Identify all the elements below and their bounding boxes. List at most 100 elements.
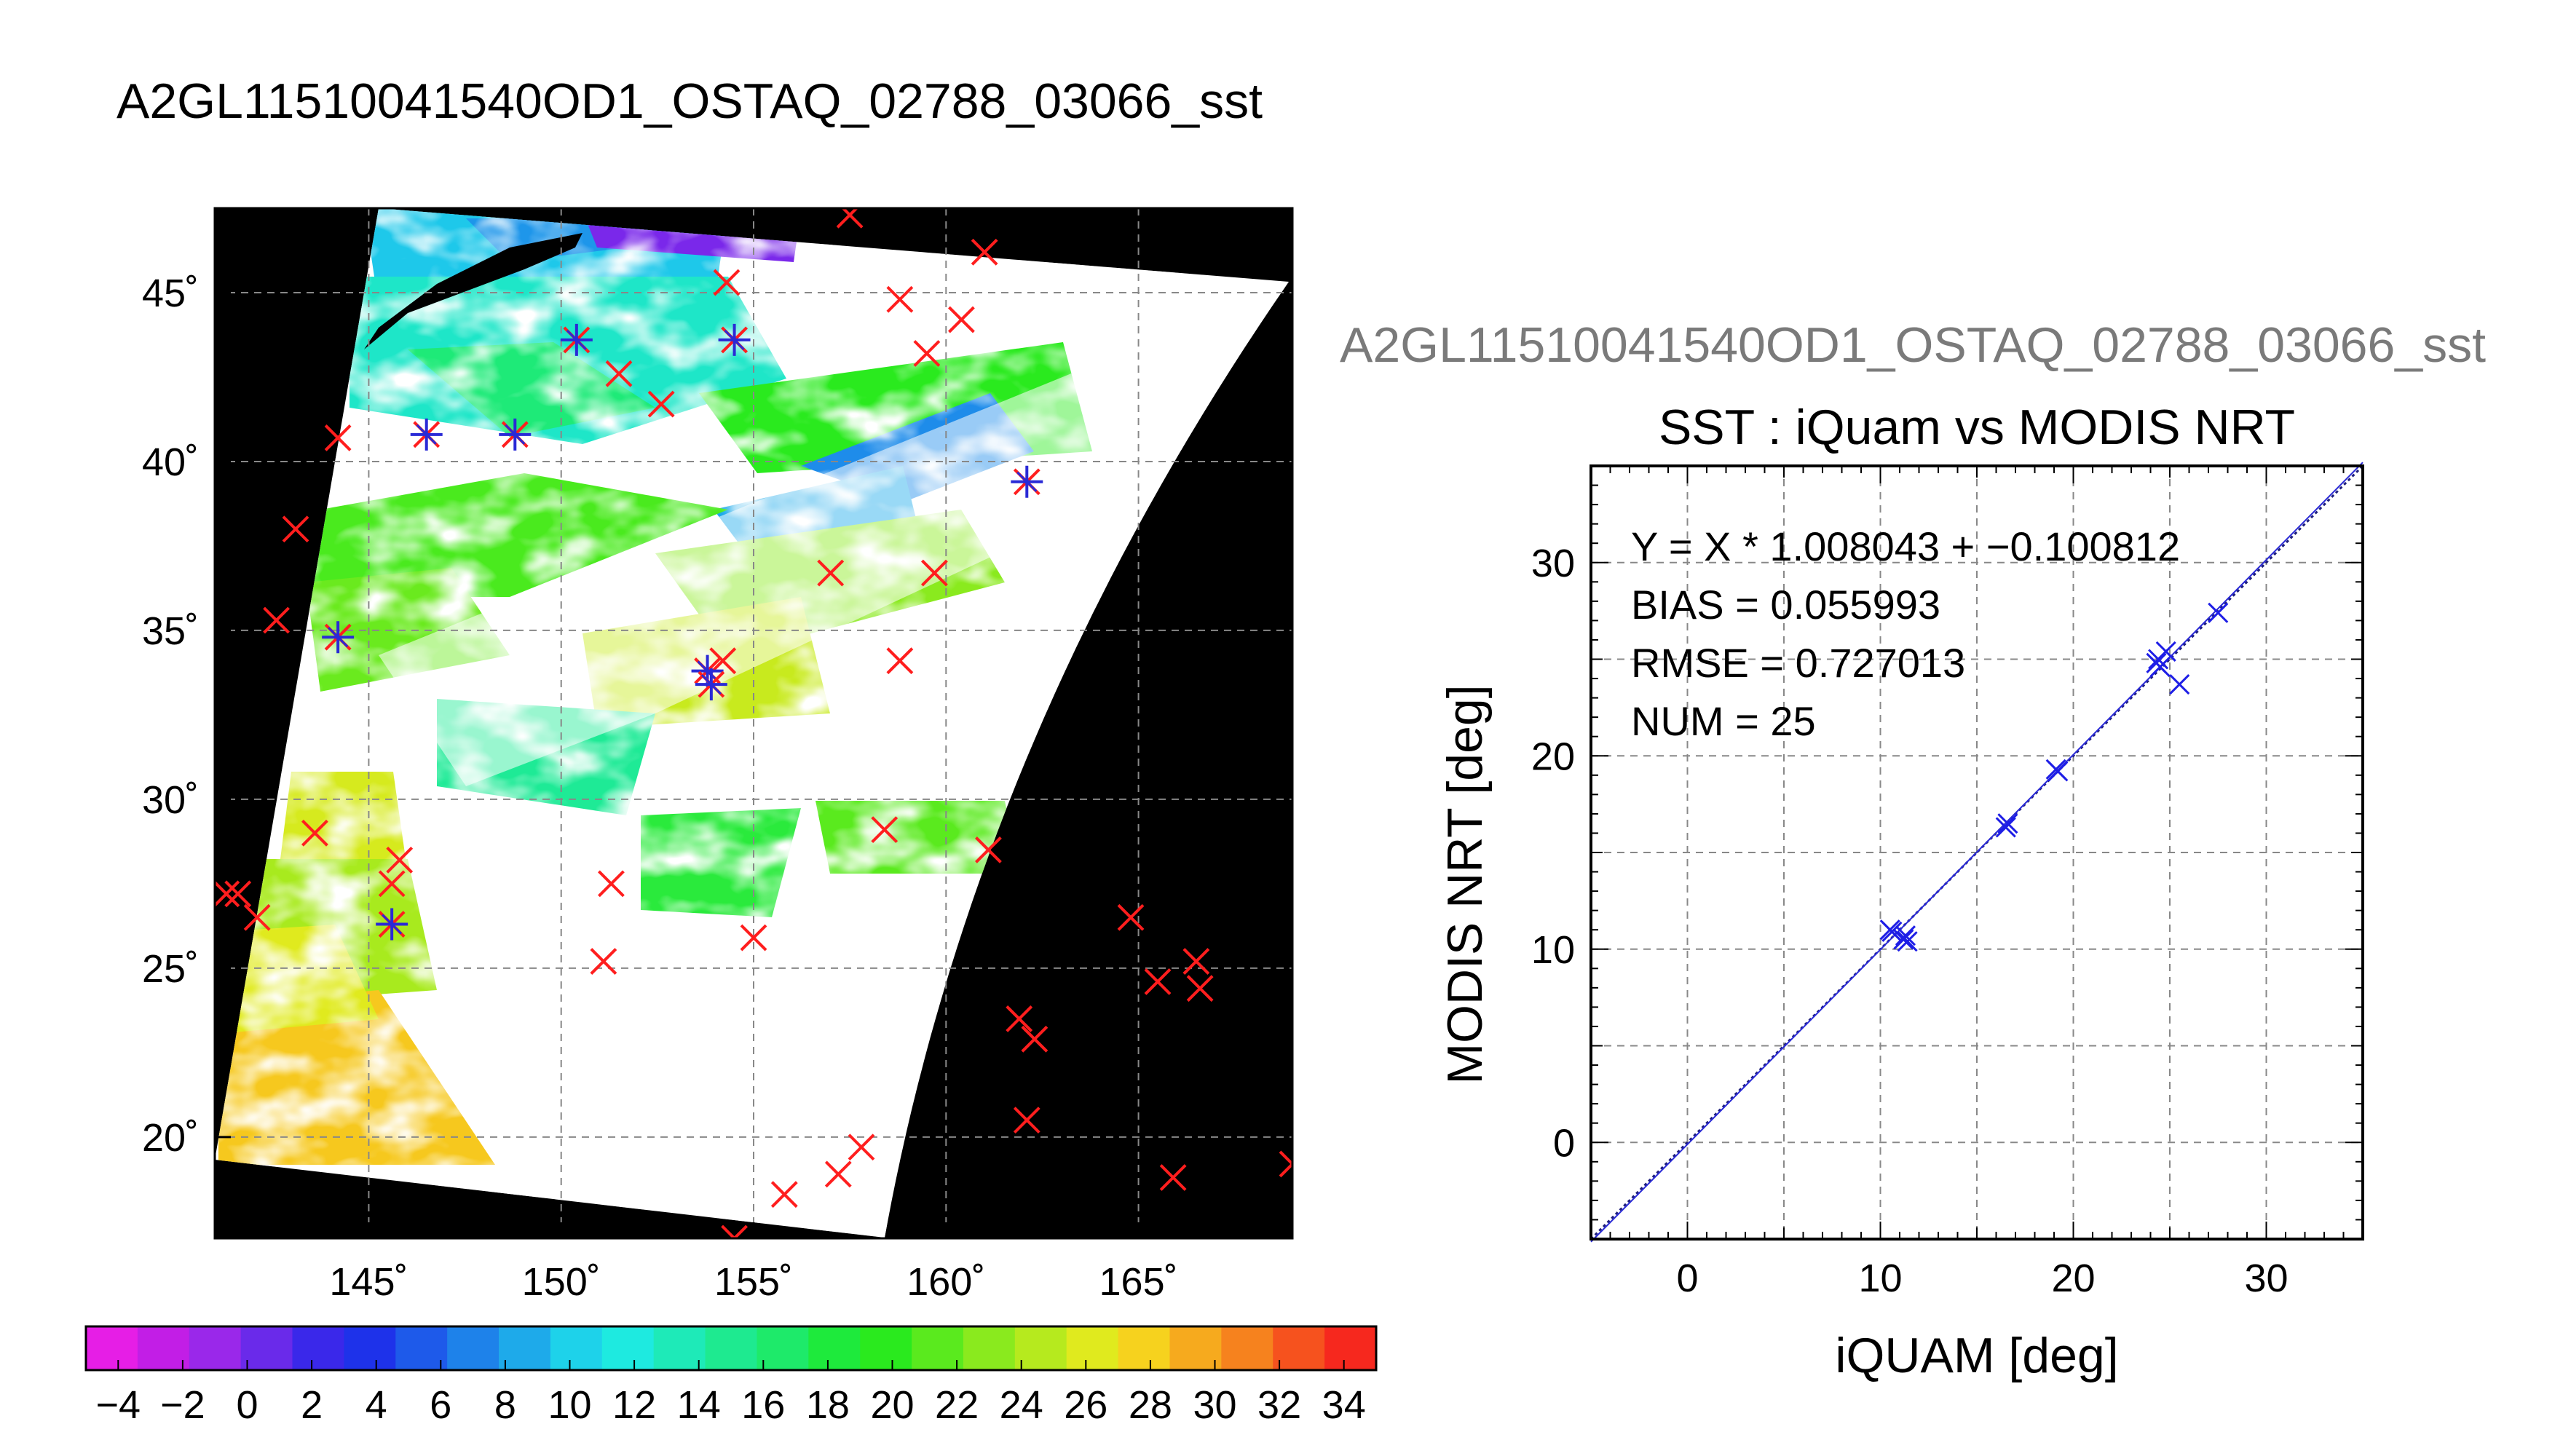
iquam-point: [215, 880, 240, 908]
scatter-point: [1897, 931, 1918, 952]
iquam-point: [886, 647, 914, 675]
colorbar-tick-label: 8: [494, 1383, 516, 1427]
scatter-suptitle: A2GL11510041540OD1_OSTAQ_02788_03066_sst: [1340, 317, 2486, 373]
iquam-point: [713, 269, 741, 296]
fit-line: [1590, 462, 2364, 1243]
map-grid: [215, 208, 1292, 1238]
colorbar-swatch: [1066, 1326, 1119, 1370]
matched-point: [499, 418, 532, 451]
scatter-point: [1995, 817, 2016, 838]
map-lat-tick-label: 35˚: [142, 609, 199, 653]
iquam-point: [921, 559, 948, 587]
scatter-y-tick-label: 30: [1531, 542, 1575, 585]
page-title: A2GL11510041540OD1_OSTAQ_02788_03066_sst: [117, 74, 1263, 129]
iquam-point: [848, 1133, 875, 1161]
colorbar-swatch: [550, 1326, 603, 1370]
iquam-point: [590, 948, 617, 975]
iquam-point: [263, 606, 290, 634]
matched-point: [718, 323, 751, 356]
iquam-point: [871, 816, 899, 844]
scatter-annotation: BIAS = 0.055993: [1631, 582, 1940, 628]
iquam-point: [1117, 903, 1145, 931]
iquam-point: [1013, 1107, 1040, 1134]
iquam-point: [301, 819, 328, 847]
matched-point: [410, 418, 443, 451]
colorbar-swatch: [860, 1326, 912, 1370]
map-lat-tick-label: 45˚: [142, 272, 199, 315]
colorbar-tick-label: 34: [1322, 1383, 1366, 1427]
colorbar-swatch: [1221, 1326, 1273, 1370]
scatter-y-tick-label: 10: [1531, 928, 1575, 972]
iquam-point: [1144, 968, 1172, 995]
scatter-point: [2169, 673, 2190, 695]
scatter-point: [2149, 657, 2171, 678]
colorbar-swatch: [499, 1326, 551, 1370]
matched-point: [322, 621, 355, 654]
colorbar-tick-label: 14: [677, 1383, 721, 1427]
iquam-point: [817, 559, 845, 587]
colorbar-tick-label: 4: [366, 1383, 387, 1427]
colorbar-swatch: [963, 1326, 1016, 1370]
scatter-y-tick-label: 0: [1553, 1121, 1575, 1165]
colorbar-swatch: [1169, 1326, 1222, 1370]
iquam-point: [243, 903, 271, 931]
map-points: [215, 208, 1292, 1238]
colorbar-swatch: [240, 1326, 293, 1370]
colorbar-swatch: [653, 1326, 706, 1370]
scatter-point: [1997, 813, 2018, 834]
colorbar-tick-label: 16: [741, 1383, 785, 1427]
scatter-point: [2047, 761, 2069, 782]
colorbar-swatch: [344, 1326, 396, 1370]
colorbar-frame: [84, 1325, 1378, 1372]
matched-point: [560, 323, 593, 356]
colorbar-swatch: [1324, 1326, 1377, 1370]
matched-point: [376, 908, 408, 941]
colorbar: −4 −2 0 2 4 6 8 10 12 14 16 18 20 22 24 26 28 30 32 34: [84, 1325, 1378, 1427]
colorbar-swatch: [447, 1326, 499, 1370]
map-ticks: 145˚ 150˚ 155˚ 160˚ 165˚ 20˚ 25˚ 30˚ 35˚ 40˚ 45˚: [142, 272, 1178, 1304]
scatter-point: [1881, 921, 1903, 942]
iquam-point: [1182, 948, 1210, 975]
colorbar-swatch: [757, 1326, 809, 1370]
colorbar-swatch: [189, 1326, 242, 1370]
colorbar-swatch: [395, 1326, 448, 1370]
map-lat-tick-label: 20˚: [142, 1116, 199, 1160]
scatter-annotation: Y = X * 1.008043 + −0.100812: [1631, 523, 2180, 569]
map-lon-tick-label: 150˚: [522, 1260, 601, 1304]
iquam-point: [886, 285, 914, 313]
scatter-x-tick-label: 30: [2244, 1257, 2288, 1300]
scatter-title: SST : iQuam vs MODIS NRT: [1659, 400, 2295, 455]
colorbar-swatch: [1014, 1326, 1067, 1370]
colorbar-swatch: [912, 1326, 964, 1370]
map-lon-tick-label: 145˚: [329, 1260, 408, 1304]
scatter-point: [2208, 602, 2229, 623]
iquam-point: [605, 360, 633, 387]
colorbar-tick-label: 10: [548, 1383, 591, 1427]
iquam-point: [975, 836, 1002, 863]
iquam-point: [1021, 1025, 1049, 1053]
iquam-point: [824, 1160, 852, 1188]
colorbar-swatch: [292, 1326, 344, 1370]
colorbar-swatch: [86, 1326, 138, 1370]
colorbar-swatch: [1273, 1326, 1325, 1370]
iquam-point: [971, 238, 998, 266]
iquam-point: [1186, 975, 1214, 1002]
scatter-x-tick-label: 0: [1676, 1257, 1698, 1300]
colorbar-tick-label: 32: [1257, 1383, 1301, 1427]
iquam-point: [598, 870, 625, 898]
scatter-x-tick-label: 20: [2051, 1257, 2095, 1300]
iquam-point: [1159, 1164, 1187, 1191]
map-lon-tick-label: 160˚: [907, 1260, 985, 1304]
colorbar-tick-label: −4: [96, 1383, 141, 1427]
colorbar-swatch: [137, 1326, 190, 1370]
colorbar-tick-label: 26: [1064, 1383, 1107, 1427]
colorbar-tick-label: 0: [236, 1383, 258, 1427]
map-lat-tick-label: 30˚: [142, 778, 199, 822]
scatter-point: [1893, 929, 1914, 950]
colorbar-tick-label: 18: [806, 1383, 850, 1427]
colorbar-swatch: [1118, 1326, 1170, 1370]
scatter-frame: [1590, 464, 2364, 1241]
colorbar-tick-label: 24: [1000, 1383, 1043, 1427]
scatter-x-tick-label: 10: [1858, 1257, 1902, 1300]
